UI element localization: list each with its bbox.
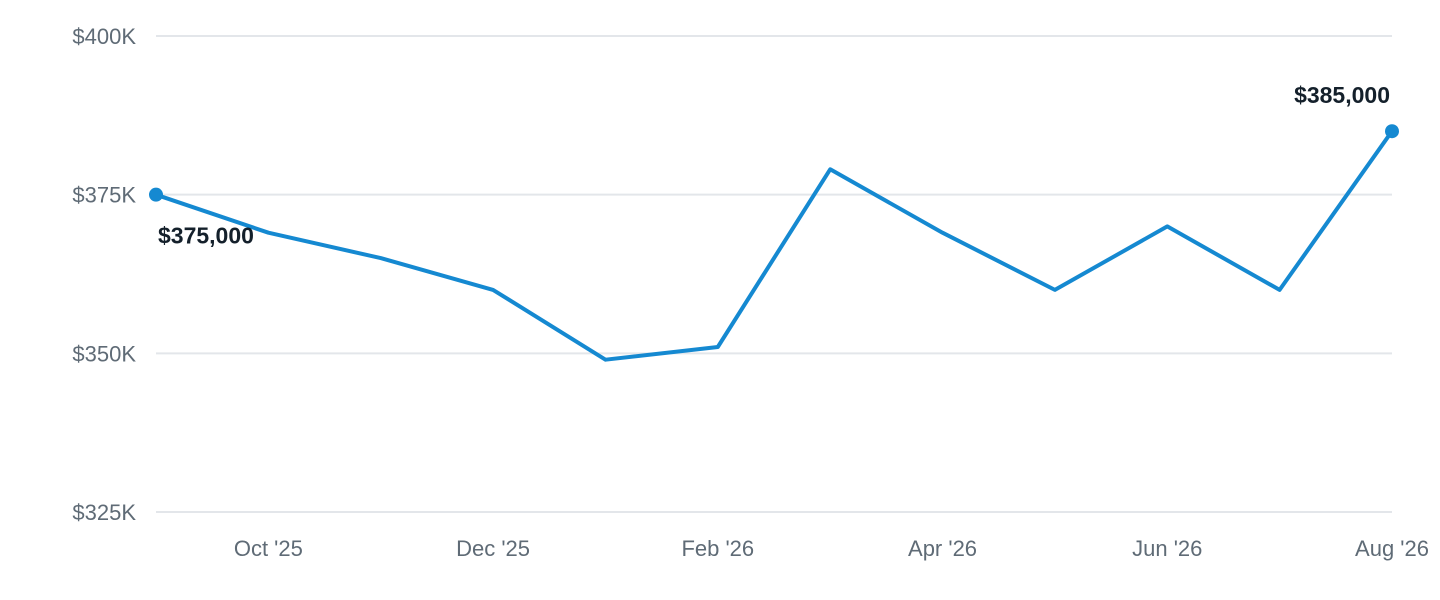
x-tick-label: Oct '25	[234, 536, 303, 561]
endpoint-marker[interactable]	[1385, 124, 1399, 139]
data-label: $385,000	[1294, 82, 1390, 108]
annotation-layer: $375,000 $385,000	[149, 82, 1399, 249]
y-tick-label: $325K	[72, 500, 136, 525]
data-label: $375,000	[158, 223, 254, 249]
y-tick-label: $350K	[72, 341, 136, 366]
gridlines	[156, 35, 1392, 513]
x-tick-label: Aug '26	[1355, 536, 1429, 561]
series-line	[154, 129, 1394, 362]
series-layer	[154, 129, 1394, 362]
x-tick-label: Apr '26	[908, 536, 977, 561]
y-tick-label: $400K	[72, 24, 136, 49]
x-axis-labels: Oct '25 Dec '25 Feb '26 Apr '26 Jun '26 Aug '…	[234, 536, 1429, 561]
x-tick-label: Feb '26	[681, 536, 754, 561]
x-tick-label: Jun '26	[1132, 536, 1202, 561]
y-tick-label: $375K	[72, 183, 136, 208]
y-axis-labels: $400K $375K $350K $325K	[72, 24, 136, 525]
endpoint-marker[interactable]	[149, 187, 163, 202]
x-tick-label: Dec '25	[456, 536, 530, 561]
